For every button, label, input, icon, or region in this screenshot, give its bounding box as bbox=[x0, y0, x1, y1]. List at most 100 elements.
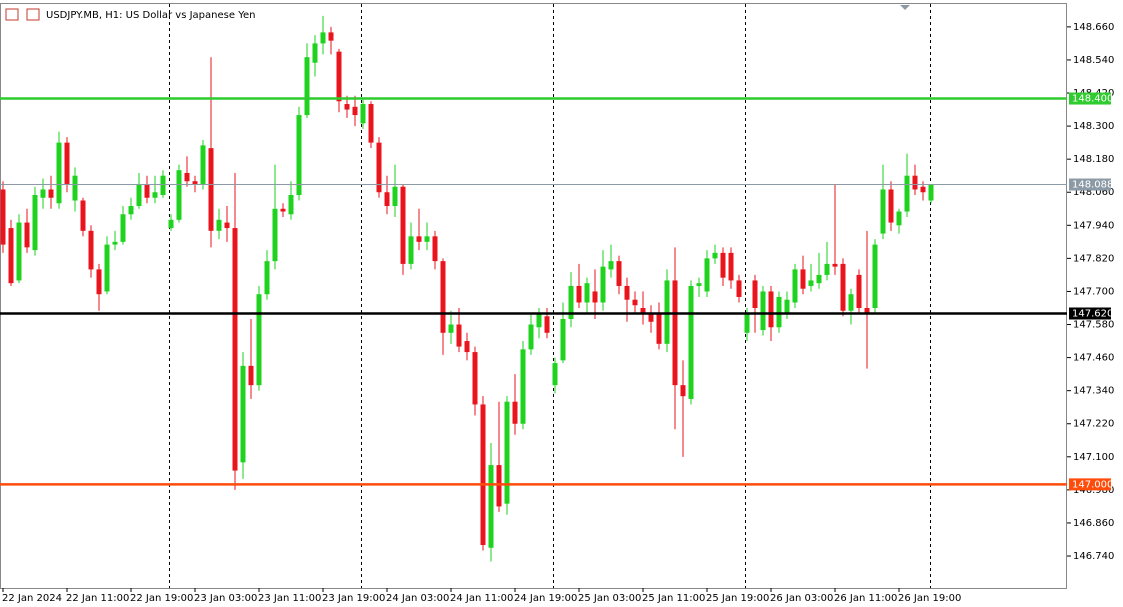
candle-body bbox=[544, 316, 550, 333]
candle-body bbox=[184, 172, 190, 182]
y-tick-label: 147.940 bbox=[1073, 220, 1114, 231]
level-label: 148.400 bbox=[1072, 94, 1113, 105]
candle-body bbox=[304, 57, 310, 116]
candle-body bbox=[16, 222, 22, 281]
candle-body bbox=[240, 365, 246, 463]
candle-body bbox=[848, 294, 854, 311]
candle-body bbox=[472, 352, 478, 405]
candle-body bbox=[704, 258, 710, 292]
candle-body bbox=[96, 269, 102, 295]
level-tag bbox=[1069, 92, 1111, 105]
candle-body bbox=[224, 222, 230, 229]
candle-body bbox=[232, 228, 238, 471]
x-tick-label: 22 Jan 2024 bbox=[2, 593, 62, 604]
candle-body bbox=[608, 261, 614, 270]
candle-body bbox=[760, 291, 766, 331]
candle-body bbox=[368, 104, 374, 143]
candle-body bbox=[272, 208, 278, 262]
x-tick-label: 26 Jan 03:00 bbox=[770, 593, 833, 604]
candle-body bbox=[168, 219, 174, 229]
y-tick-label: 146.860 bbox=[1073, 518, 1114, 529]
candle-body bbox=[808, 280, 814, 286]
candle-body bbox=[712, 252, 718, 259]
candle-body bbox=[672, 280, 678, 386]
candle-body bbox=[792, 269, 798, 303]
candle-body bbox=[392, 186, 398, 207]
candle-body bbox=[120, 214, 126, 242]
candle-body bbox=[208, 148, 214, 231]
candle-body bbox=[592, 291, 598, 303]
candle-body bbox=[80, 200, 86, 231]
candle-body bbox=[664, 280, 670, 344]
candle-body bbox=[128, 206, 134, 215]
candle-body bbox=[552, 363, 558, 386]
y-tick-label: 148.180 bbox=[1073, 154, 1114, 165]
y-tick-label: 148.540 bbox=[1073, 55, 1114, 66]
y-tick-label: 147.220 bbox=[1073, 419, 1114, 430]
candle-body bbox=[880, 189, 886, 234]
candle-body bbox=[176, 170, 182, 220]
candle-body bbox=[856, 274, 862, 308]
candle-body bbox=[912, 175, 918, 190]
y-tick-label: 147.700 bbox=[1073, 286, 1114, 297]
candle-body bbox=[520, 349, 526, 424]
shift-marker bbox=[900, 5, 910, 10]
period-separators bbox=[169, 4, 931, 588]
candle-body bbox=[616, 261, 622, 286]
x-tick-label: 23 Jan 11:00 bbox=[258, 593, 321, 604]
level-label: 147.000 bbox=[1072, 479, 1113, 490]
level-label: 148.088 bbox=[1072, 180, 1113, 191]
candle-body bbox=[928, 183, 934, 201]
candle-body bbox=[504, 401, 510, 504]
candle-body bbox=[136, 183, 142, 207]
candle-body bbox=[632, 299, 638, 306]
candle-body bbox=[456, 324, 462, 347]
y-tick-label: 147.340 bbox=[1073, 386, 1114, 397]
x-tick-label: 25 Jan 03:00 bbox=[578, 593, 641, 604]
candle-body bbox=[64, 142, 70, 184]
candle-body bbox=[720, 252, 726, 278]
candle-body bbox=[56, 142, 62, 204]
x-tick-label: 25 Jan 11:00 bbox=[642, 593, 705, 604]
candle-body bbox=[512, 401, 518, 424]
y-tick-label: 146.980 bbox=[1073, 485, 1114, 496]
candle-body bbox=[568, 285, 574, 320]
candle-body bbox=[656, 313, 662, 344]
candle-body bbox=[400, 186, 406, 264]
x-tick-label: 24 Jan 03:00 bbox=[386, 593, 449, 604]
candle-body bbox=[360, 104, 366, 124]
candle-body bbox=[376, 142, 382, 193]
candle-body bbox=[448, 324, 454, 333]
x-tick-label: 24 Jan 19:00 bbox=[514, 593, 577, 604]
icon bbox=[26, 8, 40, 21]
y-tick-label: 148.300 bbox=[1073, 121, 1114, 132]
candle-body bbox=[600, 266, 606, 303]
candle-body bbox=[648, 313, 654, 322]
candle-body bbox=[440, 261, 446, 333]
candle-body bbox=[416, 236, 422, 242]
x-tick-label: 26 Jan 11:00 bbox=[834, 593, 897, 604]
candle-body bbox=[424, 236, 430, 242]
candle-body bbox=[32, 194, 38, 251]
x-tick-label: 23 Jan 19:00 bbox=[322, 593, 385, 604]
candle-body bbox=[864, 307, 870, 314]
candle-body bbox=[24, 222, 30, 248]
candle-body bbox=[48, 189, 54, 198]
candle-body bbox=[560, 319, 566, 361]
candle-body bbox=[624, 285, 630, 300]
candle-body bbox=[8, 228, 14, 284]
candle-body bbox=[344, 104, 350, 110]
x-tick-label: 25 Jan 19:00 bbox=[706, 593, 769, 604]
candle-body bbox=[776, 296, 782, 328]
candle-body bbox=[432, 236, 438, 262]
candle-body bbox=[320, 32, 326, 44]
y-tick-label: 148.060 bbox=[1073, 187, 1114, 198]
candle-body bbox=[800, 269, 806, 289]
candle-body bbox=[744, 313, 750, 333]
candle-body bbox=[736, 280, 742, 297]
candle-body bbox=[840, 263, 846, 311]
x-tick-label: 24 Jan 11:00 bbox=[450, 593, 513, 604]
candle-body bbox=[200, 145, 206, 184]
y-tick-label: 148.660 bbox=[1073, 22, 1114, 33]
candle-body bbox=[496, 465, 502, 507]
